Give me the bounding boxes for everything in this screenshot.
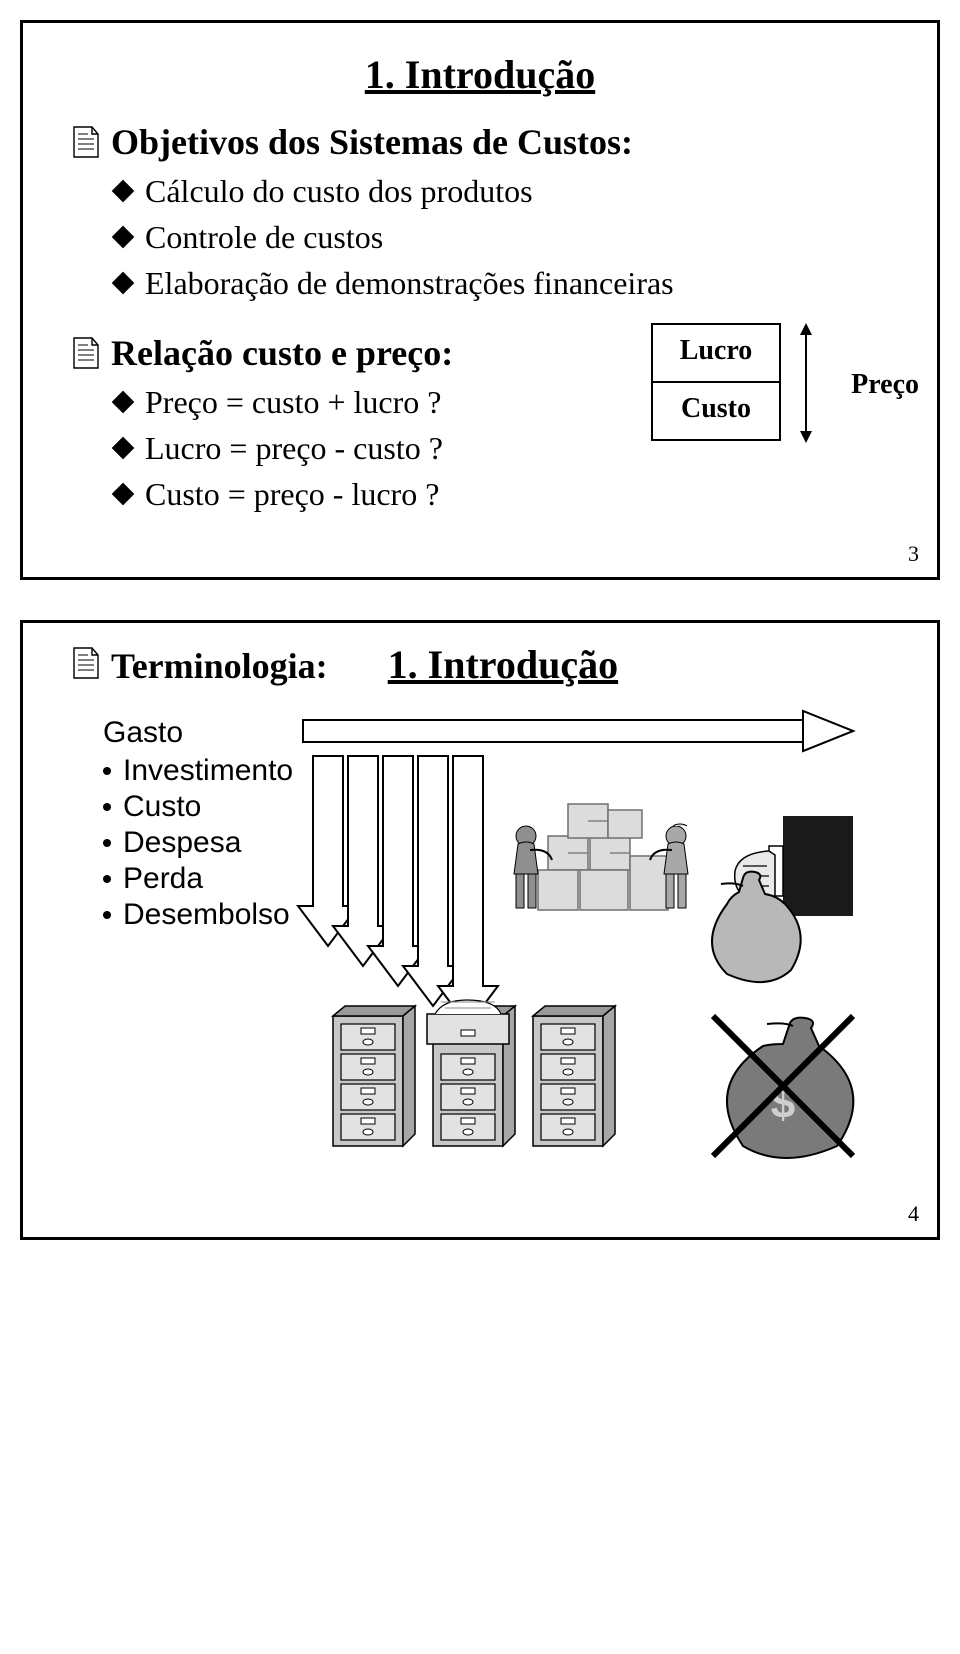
dot-icon	[103, 875, 111, 883]
flow-graphic: $	[293, 706, 887, 1146]
paper-icon	[73, 126, 99, 158]
diamond-icon	[112, 437, 135, 460]
lucro-custo-box: Lucro Custo	[651, 323, 781, 441]
term-perda: Perda	[123, 862, 203, 896]
crossed-moneybag-icon: $	[713, 1016, 853, 1158]
list-item: Perda	[103, 862, 293, 896]
custo-cell: Custo	[653, 381, 779, 439]
term-desembolso: Desembolso	[123, 898, 290, 932]
paper-icon	[73, 647, 99, 679]
bullet-1-3: Elaboração de demonstrações financeiras	[111, 263, 887, 303]
gasto-label: Gasto	[103, 716, 293, 750]
heading-objetivos: Objetivos dos Sistemas de Custos:	[73, 120, 887, 165]
term-custo: Custo	[123, 790, 201, 824]
filing-cabinets-icon	[333, 1000, 615, 1146]
down-arrows-icon	[298, 756, 498, 1026]
hand-moneybag-icon	[712, 816, 853, 982]
diamond-icon	[112, 226, 135, 249]
paper-icon	[73, 337, 99, 369]
term-investimento: Investimento	[123, 754, 293, 788]
diamond-icon	[112, 272, 135, 295]
bullet-1-1-text: Cálculo do custo dos produtos	[145, 171, 533, 211]
bullet-2-3: Custo = preço - lucro ?	[111, 474, 887, 514]
terminologia-heading: Terminologia:	[111, 645, 328, 687]
list-item: Despesa	[103, 826, 293, 860]
diamond-icon	[112, 180, 135, 203]
slide-1: 1. Introdução Objetivos dos Sistemas de …	[20, 20, 940, 580]
dot-icon	[103, 803, 111, 811]
heading-objetivos-text: Objetivos dos Sistemas de Custos:	[111, 120, 633, 165]
preco-label: Preço	[851, 369, 919, 401]
slide-2-title: 1. Introdução	[388, 641, 618, 688]
boxes-workers-icon	[514, 804, 688, 910]
heading-relacao-text: Relação custo e preço:	[111, 331, 453, 376]
list-item: Investimento	[103, 754, 293, 788]
dot-icon	[103, 911, 111, 919]
slide-1-title: 1. Introdução	[73, 51, 887, 98]
bullet-1-3-text: Elaboração de demonstrações financeiras	[145, 263, 674, 303]
diamond-icon	[112, 483, 135, 506]
list-item: Desembolso	[103, 898, 293, 932]
bullet-1-1: Cálculo do custo dos produtos	[111, 171, 887, 211]
dot-icon	[103, 767, 111, 775]
page-number-2: 4	[908, 1201, 919, 1227]
lucro-cell: Lucro	[653, 325, 779, 381]
bullet-1-2-text: Controle de custos	[145, 217, 383, 257]
page-number-1: 3	[908, 541, 919, 567]
lucro-custo-diagram: Lucro Custo	[651, 323, 817, 441]
bullet-1-2: Controle de custos	[111, 217, 887, 257]
terms-list: Gasto Investimento Custo Despesa Perda D…	[73, 706, 293, 934]
bullet-2-1-text: Preço = custo + lucro ?	[145, 382, 441, 422]
dot-icon	[103, 839, 111, 847]
slide-2: Terminologia: 1. Introdução Gasto Invest…	[20, 620, 940, 1240]
bullet-2-3-text: Custo = preço - lucro ?	[145, 474, 439, 514]
diamond-icon	[112, 391, 135, 414]
horizontal-arrow-icon	[303, 711, 853, 751]
term-despesa: Despesa	[123, 826, 241, 860]
bullet-2-2-text: Lucro = preço - custo ?	[145, 428, 443, 468]
preco-arrow	[795, 323, 817, 441]
list-item: Custo	[103, 790, 293, 824]
